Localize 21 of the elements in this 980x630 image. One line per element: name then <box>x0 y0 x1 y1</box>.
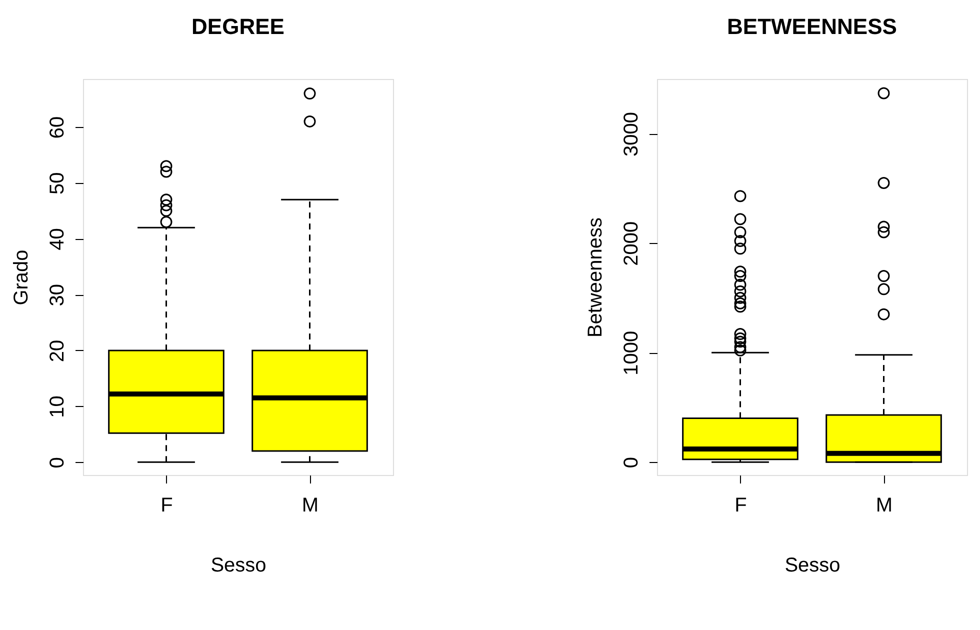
x-axis-title: Sesso <box>210 554 266 576</box>
y-axis-title: Grado <box>10 250 32 306</box>
y-tick-label: 20 <box>46 340 68 362</box>
y-tick-label: 1000 <box>620 330 642 376</box>
y-tick-label: 2000 <box>620 221 642 266</box>
x-axis-title: Sesso <box>784 554 840 576</box>
y-tick-label: 50 <box>46 172 68 195</box>
y-tick-label: 0 <box>46 457 68 468</box>
x-tick-label: M <box>302 494 319 516</box>
y-tick-label: 0 <box>620 457 642 468</box>
y-tick-label: 3000 <box>620 112 642 156</box>
y-tick-label: 10 <box>46 396 68 418</box>
x-tick-label: M <box>876 494 893 516</box>
y-tick-label: 40 <box>46 228 68 250</box>
x-tick-label: F <box>734 494 747 516</box>
y-tick-label: 30 <box>46 284 68 306</box>
y-axis-title: Betweenness <box>584 217 606 338</box>
x-tick-label: F <box>160 494 173 516</box>
chart-title: DEGREE <box>192 14 284 39</box>
y-tick-label: 60 <box>46 116 68 139</box>
chart-title: BETWEENNESS <box>727 14 897 39</box>
